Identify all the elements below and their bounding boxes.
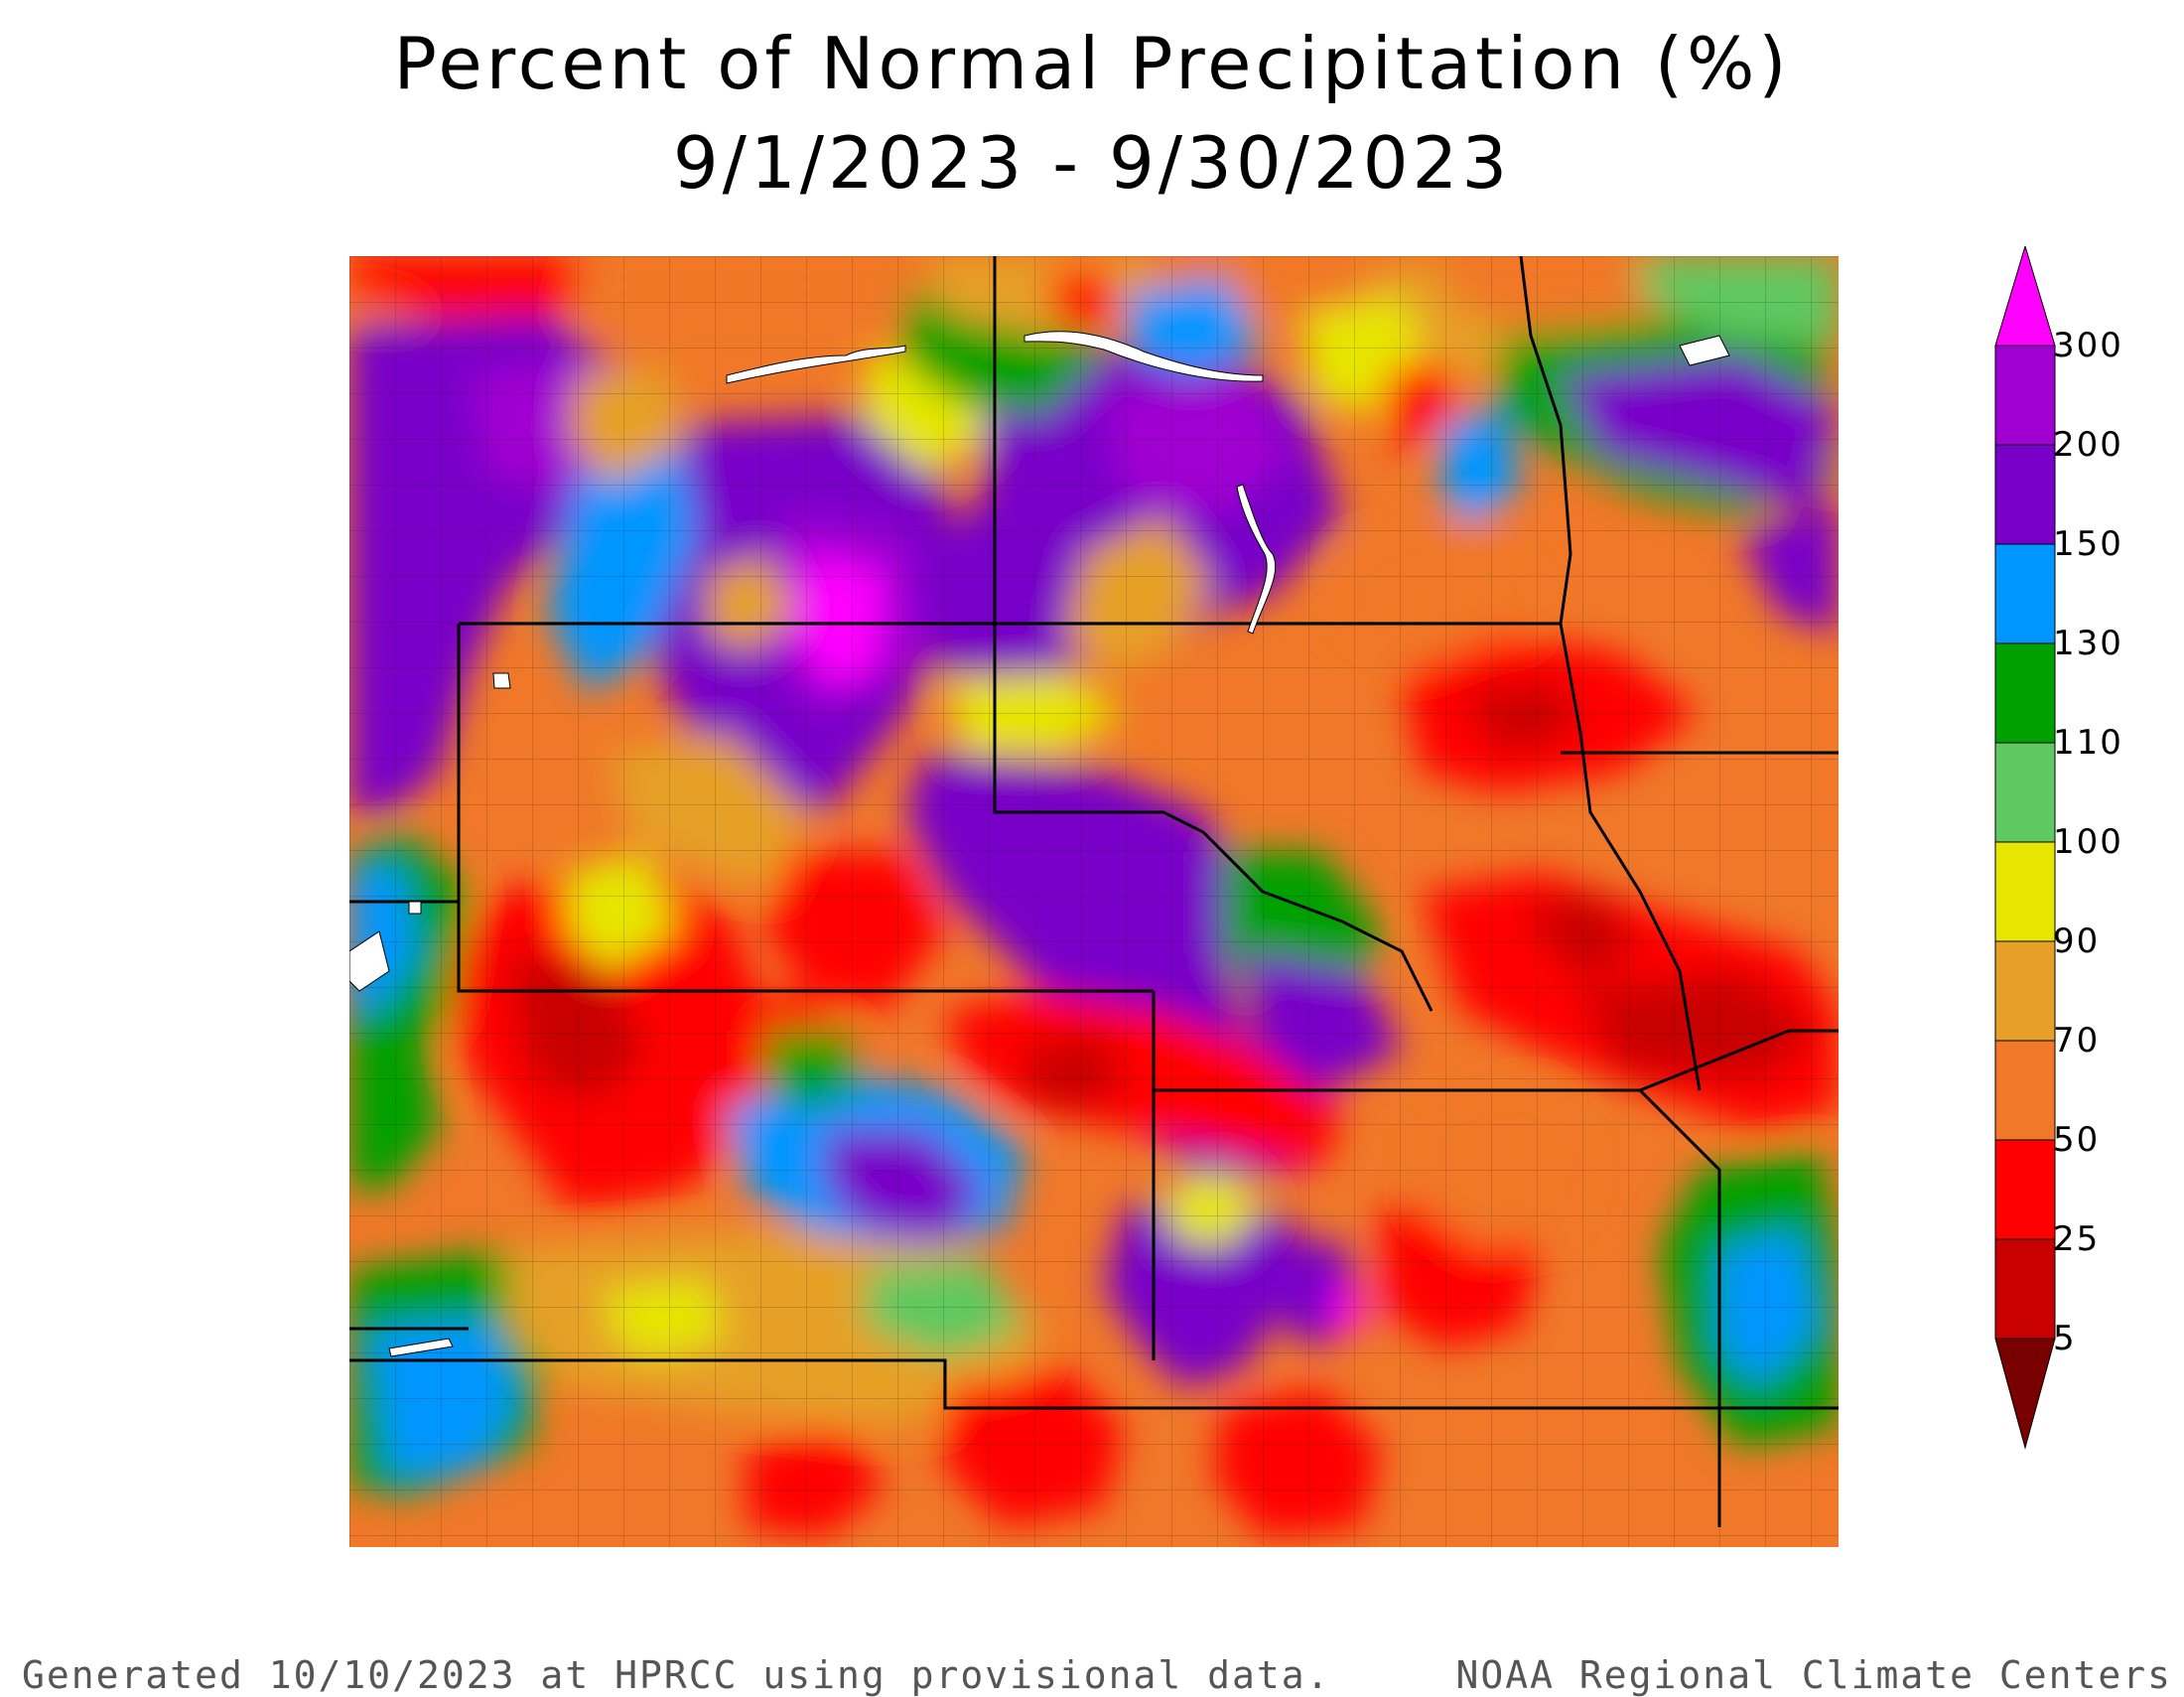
water-features (349, 331, 1730, 1357)
legend-swatch-50-70 (1994, 1040, 2056, 1141)
legend-colorbar (1994, 246, 2056, 1450)
legend-label-130: 130 (2053, 624, 2123, 663)
precip-fill-layer (349, 256, 1839, 1547)
legend-swatch-150-200 (1994, 444, 2056, 545)
legend-label-50: 50 (2053, 1120, 2101, 1160)
legend-swatch-5-25 (1994, 1238, 2056, 1340)
legend-swatch-90-100 (1994, 841, 2056, 942)
legend-label-300: 300 (2053, 326, 2123, 365)
legend-label-25: 25 (2053, 1219, 2101, 1259)
legend-swatch-25-50 (1994, 1139, 2056, 1240)
legend-swatch-below-5 (1994, 1338, 2056, 1450)
legend-swatch-70-90 (1994, 940, 2056, 1042)
legend-label-200: 200 (2053, 425, 2123, 465)
legend-label-90: 90 (2053, 921, 2101, 961)
source-credit: NOAA Regional Climate Centers (1455, 1653, 2172, 1697)
legend-label-5: 5 (2053, 1319, 2077, 1358)
legend-swatch-110-130 (1994, 642, 2056, 744)
color-legend: 300 200 150 130 110 100 90 70 50 25 5 (1985, 246, 2184, 1458)
legend-label-110: 110 (2053, 723, 2123, 763)
legend-label-150: 150 (2053, 524, 2123, 564)
precipitation-map-graphic (349, 256, 1839, 1547)
state-boundaries (349, 256, 1839, 1527)
map-title: Percent of Normal Precipitation (%) (393, 22, 1791, 105)
legend-swatch-above-300 (1994, 246, 2056, 347)
legend-swatch-130-150 (1994, 543, 2056, 644)
legend-swatch-100-110 (1994, 742, 2056, 843)
map-date-range: 9/1/2023 - 9/30/2023 (672, 121, 1512, 205)
generated-note: Generated 10/10/2023 at HPRCC using prov… (22, 1653, 1331, 1697)
legend-label-100: 100 (2053, 822, 2123, 862)
legend-swatch-200-300 (1994, 345, 2056, 446)
legend-label-70: 70 (2053, 1021, 2101, 1061)
precipitation-map (349, 256, 1839, 1547)
